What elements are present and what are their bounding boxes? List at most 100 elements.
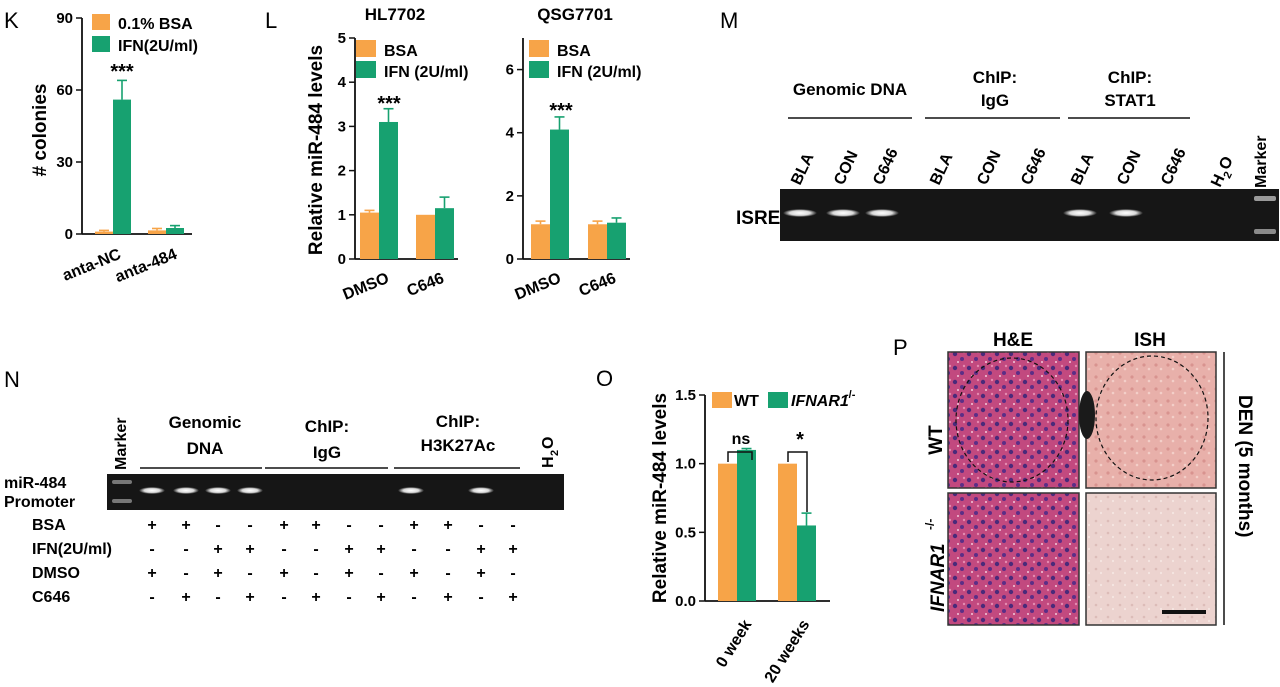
panel-n-group-h3-1: ChIP:	[436, 412, 480, 431]
panel-l1-category-1: DMSO	[341, 270, 392, 304]
panel-k-legend-ifn-swatch	[92, 36, 110, 52]
panel-n-cond-label-3: C646	[32, 589, 70, 606]
panel-m-band-2	[826, 209, 860, 217]
panel-letter-n: N	[4, 367, 20, 392]
panel-m-band-3	[865, 209, 899, 217]
panel-n-cond-0-5: +	[311, 517, 320, 534]
panel-n-marker-band-1	[112, 480, 132, 484]
panel-l-chart-hl7702: 0 1 2 3 4 5	[338, 30, 458, 268]
panel-l1-tick-label-5: 5	[338, 30, 346, 47]
panel-o-tick-label-1: 0.5	[675, 524, 696, 541]
panel-m-group-chip-stat1-2: STAT1	[1104, 91, 1155, 110]
panel-n-cond-1-7: +	[376, 541, 385, 558]
panel-n-cond-3-11: +	[508, 589, 517, 606]
panel-n-band-1	[139, 487, 165, 494]
panel-l-ylabel: Relative miR-484 levels	[306, 45, 327, 255]
panel-o-bar-1-0	[778, 463, 797, 601]
panel-p-he-ko	[947, 492, 1080, 626]
panel-m-lane-2: CON	[831, 148, 861, 187]
panel-n-cond-0-9: +	[443, 517, 452, 534]
panel-o-sig-star: *	[796, 429, 804, 451]
panel-n-cond-0-10: -	[478, 517, 483, 534]
panel-p-col-he: H&E	[993, 330, 1033, 351]
panel-o-tick-label-2: 1.0	[675, 456, 696, 473]
panel-n-cond-0-3: -	[247, 517, 252, 534]
panel-k-bar-1-0	[148, 230, 166, 234]
panel-n-cond-3-2: -	[215, 589, 220, 606]
panel-o-bracket-1	[727, 451, 753, 462]
panel-l2-legend-ifn-swatch	[529, 61, 549, 78]
panel-n-cond-2-10: +	[476, 565, 485, 582]
panel-o-tick-label-3: 1.5	[675, 387, 696, 404]
panel-n-cond-3-4: -	[281, 589, 286, 606]
panel-m-lane-3: C646	[870, 146, 902, 188]
panel-n-group-genomic-1: Genomic	[169, 413, 242, 432]
panel-l2-legend-bsa-swatch	[529, 40, 549, 57]
panel-o-sig-ns: ns	[732, 431, 751, 448]
panel-n-row-label-1: miR-484	[4, 475, 66, 492]
panel-p-row-ko: IFNAR1 -/-	[923, 519, 949, 612]
panel-n-cond-0-2: -	[215, 517, 220, 534]
panel-o-legend-ko-sup: -/-	[845, 389, 856, 401]
panel-n-group-igg-2: IgG	[313, 443, 341, 462]
panel-l1-legend-ifn: IFN (2U/ml)	[384, 64, 468, 81]
panel-k-tick-label-2: 60	[56, 82, 73, 99]
panel-o-legend-ko: IFNAR1	[791, 393, 849, 410]
panel-n-cond-2-9: -	[445, 565, 450, 582]
panel-k-category-2: anta-484	[113, 246, 180, 286]
panel-l2-bar-0-1	[550, 129, 569, 259]
panel-m-lane-8: CON	[1114, 148, 1144, 187]
panel-p-he-wt-circle	[955, 357, 1069, 483]
panel-n-cond-1-10: +	[476, 541, 485, 558]
panel-l2-bar-1-1	[607, 222, 626, 259]
panel-p-ish-wt	[1085, 351, 1217, 489]
panel-n-cond-1-3: +	[245, 541, 254, 558]
panel-m-band-8	[1109, 209, 1143, 217]
panel-n-cond-label-2: DMSO	[32, 565, 80, 582]
panel-m-group-chip-igg-2: IgG	[981, 91, 1009, 110]
panel-o-legend-ko-swatch	[768, 392, 788, 408]
panel-p-ish-wt-circle	[1095, 355, 1209, 481]
panel-n-cond-3-3: +	[245, 589, 254, 606]
panel-l2-tick-label-1: 2	[506, 188, 514, 205]
panel-n-cond-0-8: +	[409, 517, 418, 534]
panel-l1-tick-label-2: 2	[338, 163, 346, 180]
panel-n-cond-0-6: -	[346, 517, 351, 534]
panel-p-row-ko-sup: -/-	[923, 519, 937, 530]
panel-l2-legend-ifn: IFN (2U/ml)	[557, 64, 641, 81]
panel-m-band-7	[1063, 209, 1097, 217]
panel-n-bands	[112, 480, 494, 503]
panel-n-cond-3-7: +	[376, 589, 385, 606]
panel-p-ish-wt-artifact	[1079, 391, 1095, 439]
panel-letter-o: O	[596, 366, 613, 391]
panel-n-group-igg-1: ChIP:	[305, 417, 349, 436]
panel-n-band-2	[173, 487, 199, 494]
panel-k-bar-0-0	[95, 231, 113, 234]
panel-letter-l: L	[265, 8, 277, 33]
panel-m-lane-h2o: H 2 O	[1208, 154, 1237, 190]
panel-l2-bar-1-0	[588, 224, 607, 259]
panel-n-conditions: BSA + + - - + + - - + + - - IFN(2U/ml) - - + + - - + + - - + + DMS…	[32, 517, 518, 606]
panel-k-bar-1-1	[166, 228, 184, 234]
panel-m-lane-6: C646	[1018, 146, 1050, 188]
panel-m-h2o-sub: 2	[1221, 170, 1234, 181]
panel-m-row-label: ISRE	[736, 208, 780, 229]
panel-o-category-1: 0 week	[713, 617, 755, 671]
panel-l2-bar-0-0	[531, 224, 550, 259]
panel-n-cond-0-4: +	[279, 517, 288, 534]
panel-n-cond-1-9: -	[445, 541, 450, 558]
panel-m-lane-5: CON	[974, 148, 1004, 187]
panel-n-marker-band-2	[112, 499, 132, 503]
panel-n-cond-3-9: +	[443, 589, 452, 606]
panel-n-cond-2-0: +	[147, 565, 156, 582]
panel-m-lane-9: C646	[1158, 146, 1190, 188]
panel-o-chart: 0.0 0.5 1.0 1.5	[675, 387, 830, 610]
panel-n-cond-0-0: +	[147, 517, 156, 534]
panel-n-cond-1-2: +	[213, 541, 222, 558]
panel-k-bar-0-1	[113, 99, 131, 234]
panel-n-cond-2-5: -	[313, 565, 318, 582]
panel-k-tick-label-3: 90	[56, 10, 73, 27]
panel-n-h2o-h: H	[540, 456, 557, 468]
panel-m-lane-marker: Marker	[1253, 136, 1270, 188]
panel-l2-legend-bsa: BSA	[557, 43, 591, 60]
